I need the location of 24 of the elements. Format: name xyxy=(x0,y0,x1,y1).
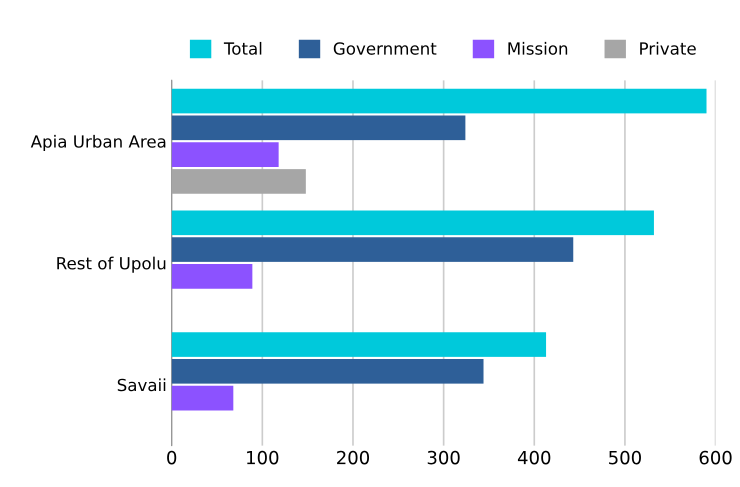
x-tick-label: 200 xyxy=(337,450,370,464)
legend-label: Government xyxy=(334,42,436,55)
x-tick-label: 600 xyxy=(700,450,732,464)
y-tick-label: Rest of Upolu xyxy=(57,256,166,273)
y-tick-label: Apia Urban Area xyxy=(30,134,166,152)
bar xyxy=(172,169,306,194)
legend-label: Mission xyxy=(508,42,568,55)
bar xyxy=(172,332,546,357)
bar xyxy=(172,142,279,167)
x-tick-label: 400 xyxy=(518,450,550,464)
legend-label: Total xyxy=(224,42,262,55)
x-tick-label: 300 xyxy=(428,450,460,464)
bar xyxy=(172,264,252,289)
bar xyxy=(172,359,484,384)
x-tick-label: 100 xyxy=(247,450,278,464)
legend-label: Private xyxy=(640,42,696,55)
bar xyxy=(172,237,574,262)
bar xyxy=(172,210,654,236)
x-tick-label: 0 xyxy=(167,450,176,464)
y-tick-label: Savaii xyxy=(118,378,166,392)
bar xyxy=(172,386,234,410)
x-tick-label: 500 xyxy=(609,450,641,464)
bar xyxy=(172,88,707,114)
bar xyxy=(172,116,466,140)
